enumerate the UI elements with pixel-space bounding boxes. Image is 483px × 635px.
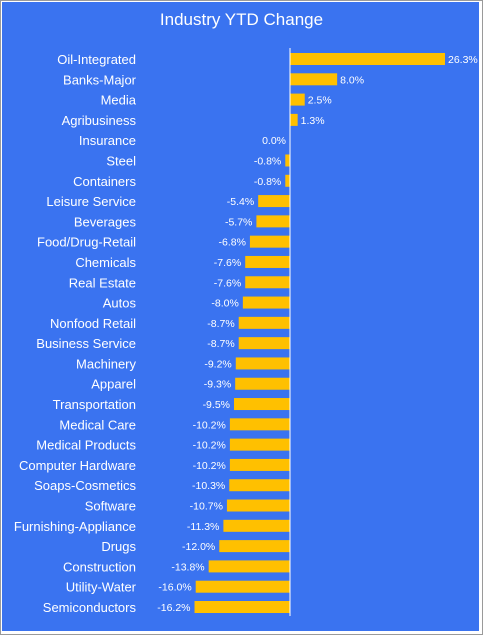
bar: [208, 560, 290, 573]
data-label: -5.4%: [227, 196, 254, 208]
data-label: -10.7%: [190, 501, 223, 513]
bar: [238, 337, 290, 350]
data-label: -8.7%: [207, 318, 234, 330]
data-label: 8.0%: [340, 74, 364, 86]
category-label: Utility-Water: [66, 580, 137, 595]
bar: [258, 195, 290, 208]
category-label: Autos: [103, 296, 137, 311]
data-label: -10.2%: [193, 460, 226, 472]
bar: [285, 174, 290, 187]
bar: [256, 215, 290, 228]
data-label: -5.7%: [225, 216, 252, 228]
data-label: -9.3%: [204, 379, 231, 391]
category-label: Transportation: [53, 397, 136, 412]
data-label: 2.5%: [308, 95, 332, 107]
category-label: Machinery: [76, 356, 136, 371]
category-label: Chemicals: [75, 255, 136, 270]
data-label: -7.6%: [214, 277, 241, 289]
data-label: -8.0%: [211, 298, 238, 310]
category-label: Nonfood Retail: [50, 316, 136, 331]
data-label: 1.3%: [301, 115, 325, 127]
data-label: -7.6%: [214, 257, 241, 269]
bar: [245, 276, 290, 289]
category-label: Media: [101, 93, 137, 108]
data-label: -10.2%: [193, 419, 226, 431]
category-label: Beverages: [74, 214, 137, 229]
bar: [285, 154, 290, 167]
data-label: -13.8%: [171, 561, 204, 573]
bar: [249, 235, 290, 248]
bar: [229, 479, 290, 492]
data-label: -16.0%: [158, 582, 191, 594]
bar: [290, 53, 445, 65]
data-label: -16.2%: [157, 602, 190, 614]
data-label: -0.8%: [254, 176, 281, 188]
bar: [290, 113, 298, 126]
data-label: 26.3%: [448, 54, 478, 66]
bar: [235, 377, 290, 390]
category-label: Real Estate: [69, 275, 136, 290]
data-label: -11.3%: [187, 521, 220, 533]
category-label: Insurance: [79, 133, 136, 148]
data-label: -12.0%: [182, 541, 215, 553]
bar: [234, 398, 290, 411]
data-label: -0.8%: [254, 155, 281, 167]
data-label: 0.0%: [262, 135, 286, 147]
category-label: Oil-Integrated: [57, 52, 136, 67]
data-label: -10.3%: [192, 480, 225, 492]
category-label: Furnishing-Appliance: [14, 519, 136, 534]
bar: [238, 316, 290, 329]
bar: [194, 601, 290, 613]
data-label: -6.8%: [218, 237, 245, 249]
bar: [195, 580, 290, 593]
bar: [245, 255, 290, 268]
data-label: -8.7%: [207, 338, 234, 350]
category-label: Medical Products: [36, 438, 136, 453]
category-label: Containers: [73, 174, 136, 189]
bar: [219, 540, 290, 553]
category-label: Semiconductors: [43, 600, 137, 615]
category-label: Banks-Major: [63, 72, 137, 87]
bar: [223, 519, 290, 532]
category-label: Software: [85, 499, 136, 514]
data-label: -9.2%: [204, 358, 231, 370]
bar: [229, 438, 290, 451]
data-label: -10.2%: [193, 440, 226, 452]
category-label: Construction: [63, 559, 136, 574]
category-label: Food/Drug-Retail: [37, 235, 136, 250]
chart-title: Industry YTD Change: [159, 10, 324, 29]
bar: [290, 93, 305, 106]
category-label: Drugs: [101, 539, 136, 554]
category-label: Computer Hardware: [19, 458, 136, 473]
data-label: -9.5%: [203, 399, 230, 411]
category-label: Steel: [106, 153, 136, 168]
category-label: Medical Care: [59, 417, 136, 432]
category-label: Apparel: [91, 377, 136, 392]
category-label: Soaps-Cosmetics: [34, 478, 136, 493]
bar: [235, 357, 290, 370]
bar: [290, 73, 338, 86]
category-label: Agribusiness: [62, 113, 137, 128]
bar: [229, 418, 290, 431]
category-label: Business Service: [36, 336, 136, 351]
bar: [226, 499, 290, 512]
bar: [229, 458, 290, 471]
category-label: Leisure Service: [46, 194, 136, 209]
bar: [242, 296, 290, 309]
